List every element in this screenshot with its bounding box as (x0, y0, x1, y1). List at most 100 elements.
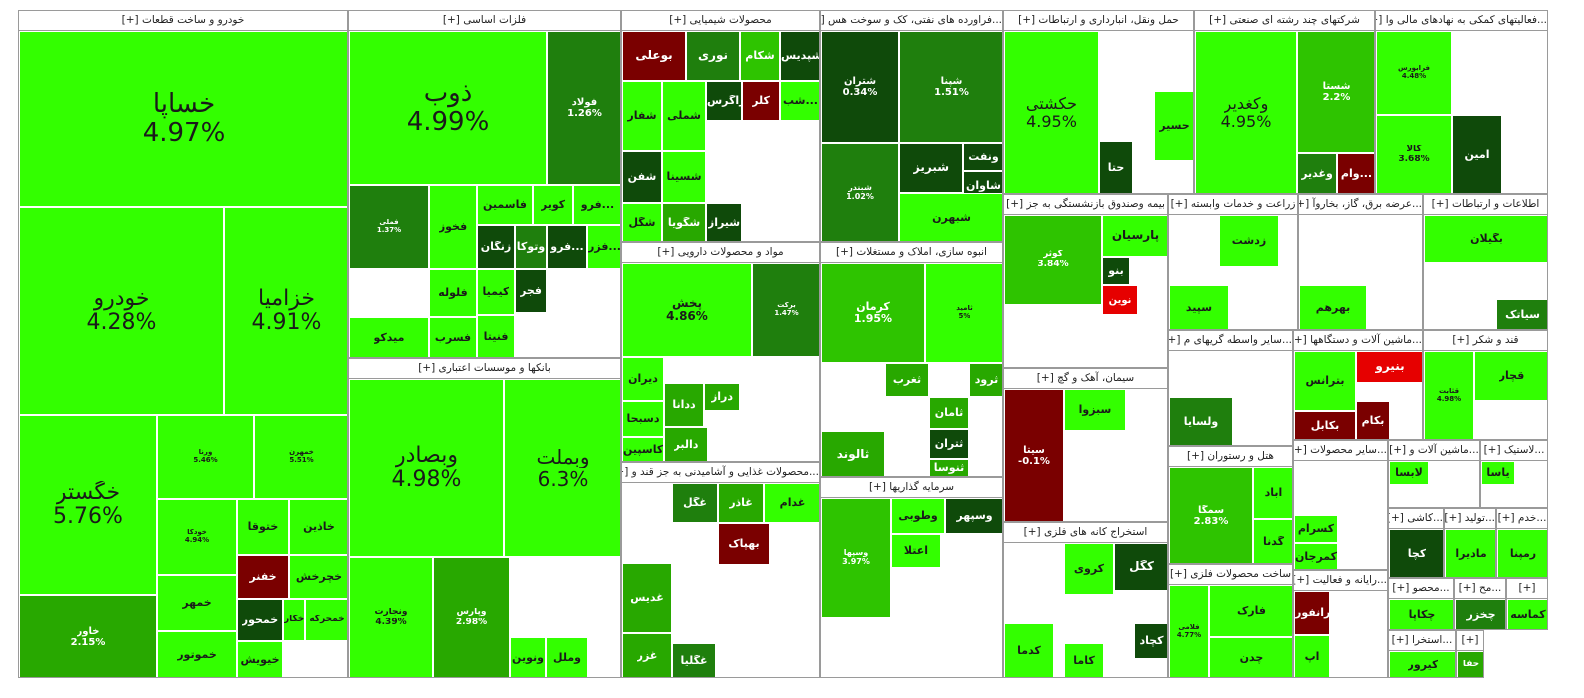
ticker-cell[interactable]: خساپا 4.97% (19, 31, 347, 207)
ticker-cell[interactable]: فجر (515, 269, 547, 313)
ticker-cell[interactable]: بنیرو (1356, 351, 1422, 383)
ticker-cell[interactable]: بکام (1356, 401, 1390, 439)
ticker-cell[interactable]: یاسا (1481, 461, 1515, 485)
ticker-cell[interactable]: خودرو 4.28% (19, 207, 224, 415)
ticker-cell[interactable]: نوری (686, 31, 740, 81)
sector-title[interactable]: ...استخرا [+] (1389, 631, 1455, 651)
ticker-cell[interactable]: فخوز (429, 185, 477, 269)
ticker-cell[interactable]: وکغدیر 4.95% (1195, 31, 1297, 193)
ticker-cell[interactable]: فنیتا (477, 315, 515, 357)
ticker-cell[interactable]: خاذین (289, 499, 347, 555)
sector-box[interactable]: ...عرضه برق، گاز، بخاروآ [+] بهرهم (1298, 194, 1423, 330)
sector-box[interactable]: اطلاعات و ارتباطات [+] بگیلان سیاتک (1423, 194, 1548, 330)
sector-title[interactable]: ...خدم [+] (1497, 509, 1547, 529)
ticker-cell[interactable]: غدیس (622, 563, 672, 633)
ticker-cell[interactable]: کویر (533, 185, 573, 225)
sector-box[interactable]: بانکها و موسسات اعتباری [+] وبصادر 4.98% وب… (348, 358, 621, 678)
sector-box[interactable]: فلزات اساسی [+] ذوب 4.99% فولاد 1.26% فملی 1.3… (348, 10, 621, 358)
sector-title[interactable]: هتل و رستوران [+] (1169, 447, 1292, 467)
sector-title[interactable]: فلزات اساسی [+] (349, 11, 620, 31)
ticker-cell[interactable]: غدام (764, 483, 819, 523)
ticker-cell[interactable]: ونوین (510, 637, 546, 677)
ticker-cell[interactable]: فلوله (429, 269, 477, 317)
ticker-cell[interactable]: کاسپین (622, 437, 664, 461)
ticker-cell[interactable]: حفا (1457, 651, 1483, 677)
sector-title[interactable]: ...عرضه برق، گاز، بخاروآ [+] (1299, 195, 1422, 215)
sector-box[interactable]: زراعت و خدمات وابسته [+] زدشت سپید (1168, 194, 1298, 330)
sector-title[interactable]: ...لاستیک [+] (1481, 441, 1547, 461)
sector-title[interactable]: ساخت محصولات فلزی [+] (1169, 565, 1292, 585)
ticker-cell[interactable]: شملی (662, 81, 706, 151)
ticker-cell[interactable]: کیمیا (477, 269, 515, 315)
sector-box[interactable]: شرکتهای چند رشته ای صنعتی [+] وکغدیر 4.95%… (1194, 10, 1375, 194)
ticker-cell[interactable]: وطوبی (891, 498, 945, 534)
sector-box[interactable]: [+] کماسه (1506, 578, 1548, 630)
sector-title[interactable]: بیمه وصندوق بازنشستگی به جز [+] (1004, 195, 1167, 215)
ticker-cell[interactable]: شفار (622, 81, 662, 151)
ticker-cell[interactable]: شگل (622, 203, 662, 241)
sector-box[interactable]: ...استخرا [+] کیرور (1388, 630, 1456, 678)
ticker-cell[interactable]: ذوب 4.99% (349, 31, 547, 185)
ticker-cell[interactable]: خمهرن 5.51% (254, 415, 347, 499)
ticker-cell[interactable]: رانفور (1294, 591, 1330, 635)
ticker-cell[interactable]: امین (1452, 115, 1502, 193)
ticker-cell[interactable]: شگویا (662, 203, 706, 241)
sector-box[interactable]: ...سایر محصولات [+] کسرام کمرجان (1293, 440, 1388, 570)
ticker-cell[interactable]: فسرب (429, 317, 477, 357)
ticker-cell[interactable]: وپارس 2.98% (433, 557, 510, 677)
sector-box[interactable]: سیمان، آهک و گچ [+] سیتا -0.1% سبزوا (1003, 368, 1168, 522)
ticker-cell[interactable]: حسیر (1154, 91, 1193, 161)
ticker-cell[interactable]: پخش 4.86% (622, 263, 752, 357)
ticker-cell[interactable]: وتوکا (515, 225, 547, 269)
ticker-cell[interactable]: ورنا 5.46% (157, 415, 254, 499)
sector-title[interactable]: بانکها و موسسات اعتباری [+] (349, 359, 620, 379)
sector-title[interactable]: ...مح [+] (1455, 579, 1505, 599)
ticker-cell[interactable]: وبصادر 4.98% (349, 379, 504, 557)
ticker-cell[interactable]: خمحرکه (305, 599, 347, 641)
ticker-cell[interactable]: سمگا 2.83% (1169, 467, 1253, 563)
sector-box[interactable]: ...فعالیتهای کمکی به نهادهای مالی وا [+]… (1375, 10, 1548, 194)
ticker-cell[interactable]: فارک (1209, 585, 1292, 637)
ticker-cell[interactable]: کدما (1004, 623, 1054, 677)
ticker-cell[interactable]: بترانس (1294, 351, 1356, 411)
ticker-cell[interactable]: شبهرن (899, 193, 1002, 241)
ticker-cell[interactable]: کاما (1064, 643, 1104, 677)
ticker-cell[interactable]: میدکو (349, 317, 429, 357)
ticker-cell[interactable]: ثغرب (885, 363, 929, 397)
ticker-cell[interactable]: نوین (1102, 285, 1138, 315)
sector-title[interactable]: ...فعالیتهای کمکی به نهادهای مالی وا [+] (1376, 11, 1547, 31)
sector-title[interactable]: قند و شکر [+] (1424, 331, 1547, 351)
sector-box[interactable]: قند و شکر [+] قچار قثابت 4.98% (1423, 330, 1548, 440)
ticker-cell[interactable]: مادیرا (1445, 529, 1495, 577)
ticker-cell[interactable]: بنو (1102, 257, 1130, 285)
ticker-cell[interactable]: خموتور (157, 631, 237, 677)
ticker-cell[interactable]: ثالوند (821, 431, 885, 476)
sector-title[interactable]: اطلاعات و ارتباطات [+] (1424, 195, 1547, 215)
sector-title[interactable]: ...ماشین آلات و دستگاهها [+] (1294, 331, 1422, 351)
ticker-cell[interactable]: سیتا -0.1% (1004, 389, 1064, 521)
ticker-cell[interactable]: خچرخش (289, 555, 347, 599)
sector-box[interactable]: هتل و رستوران [+] سمگا 2.83% آباد گدنا (1168, 446, 1293, 564)
ticker-cell[interactable]: قثابت 4.98% (1424, 351, 1474, 439)
ticker-cell[interactable]: خودکا 4.94% (157, 499, 237, 575)
ticker-cell[interactable]: غاذر (718, 483, 764, 523)
ticker-cell[interactable]: خفنر (237, 555, 289, 599)
ticker-cell[interactable]: خکار (283, 599, 305, 641)
sector-title[interactable]: ...سایر محصولات [+] (1294, 441, 1387, 461)
sector-box[interactable]: ...خدم [+] رمپنا (1496, 508, 1548, 578)
ticker-cell[interactable]: وغدیر (1297, 153, 1337, 193)
sector-box[interactable]: حمل ونقل، انبارداری و ارتباطات [+] حکشتی 4… (1003, 10, 1194, 194)
ticker-cell[interactable]: برکت 1.47% (752, 263, 819, 357)
ticker-cell[interactable]: ولسایا (1169, 397, 1233, 445)
ticker-cell[interactable]: کمرجان (1294, 543, 1338, 569)
ticker-cell[interactable]: بهپاک (718, 523, 770, 565)
ticker-cell[interactable]: بهرهم (1299, 285, 1367, 329)
sector-title[interactable]: حمل ونقل، انبارداری و ارتباطات [+] (1004, 11, 1193, 31)
ticker-cell[interactable]: خمهر (157, 575, 237, 631)
ticker-cell[interactable]: وبملت 6.3% (504, 379, 620, 557)
ticker-cell[interactable]: ثرود (969, 363, 1002, 397)
ticker-cell[interactable]: کگل (1114, 543, 1167, 591)
sector-title[interactable]: ...محصو [+] (1389, 579, 1453, 599)
ticker-cell[interactable]: حکشتی 4.95% (1004, 31, 1099, 193)
ticker-cell[interactable]: آباد (1253, 467, 1292, 519)
